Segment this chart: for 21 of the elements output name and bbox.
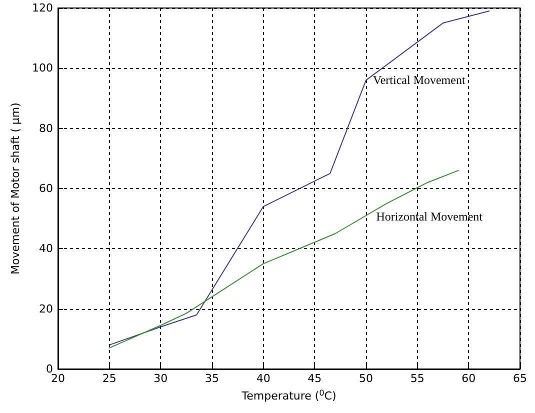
y-tick-label: 60 bbox=[39, 182, 53, 195]
x-tick-label: 45 bbox=[308, 372, 322, 385]
y-tick-label: 0 bbox=[46, 362, 53, 376]
x-tick-label: 25 bbox=[102, 372, 116, 385]
x-tick-label: 30 bbox=[154, 372, 168, 385]
x-tick-label: 60 bbox=[462, 372, 476, 385]
y-tick-label: 120 bbox=[32, 2, 53, 14]
x-tick-label: 40 bbox=[256, 372, 270, 385]
x-tick-label: 20 bbox=[51, 372, 65, 385]
series-label: Vertical Movement bbox=[373, 73, 466, 88]
line-series bbox=[108, 10, 490, 346]
y-tick-label: 20 bbox=[39, 302, 53, 316]
x-tick-label: 65 bbox=[513, 372, 527, 385]
x-tick-label: 55 bbox=[410, 372, 424, 385]
x-tick-label: 50 bbox=[359, 372, 373, 385]
x-tick-label: 35 bbox=[205, 372, 219, 385]
y-tick-label: 100 bbox=[32, 62, 53, 75]
series-label: Horizontal Movement bbox=[376, 210, 484, 224]
y-tick-label: 40 bbox=[39, 242, 53, 256]
y-tick-label: 80 bbox=[39, 122, 53, 135]
y-axis-title: Movement of Motor shaft ( µm) bbox=[9, 102, 22, 274]
